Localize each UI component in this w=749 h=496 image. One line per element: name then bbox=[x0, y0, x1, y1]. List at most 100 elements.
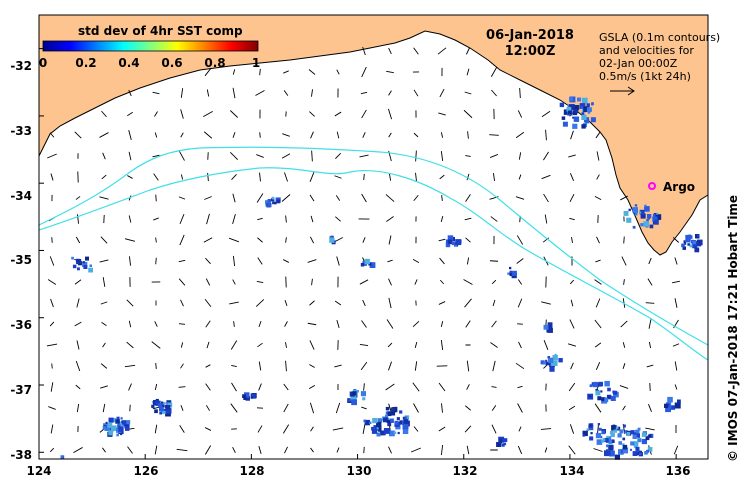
velocity-arrow bbox=[441, 403, 443, 413]
velocity-arrow bbox=[674, 298, 678, 308]
velocity-arrow bbox=[672, 237, 680, 243]
velocity-arrow bbox=[231, 174, 237, 180]
colorbar-tick: 0.8 bbox=[204, 56, 225, 70]
velocity-arrow bbox=[155, 194, 157, 202]
sst-pixel bbox=[445, 242, 451, 248]
velocity-arrow bbox=[413, 194, 419, 202]
sst-pixel bbox=[654, 220, 659, 225]
velocity-arrow bbox=[440, 150, 444, 162]
sst-pixel bbox=[85, 256, 89, 261]
velocity-arrow bbox=[439, 88, 445, 98]
sst-pixel bbox=[371, 428, 378, 434]
velocity-arrow bbox=[489, 134, 499, 136]
velocity-arrow bbox=[152, 154, 160, 158]
sst-pixel bbox=[271, 198, 275, 202]
velocity-arrow bbox=[387, 342, 393, 348]
velocity-arrow bbox=[568, 343, 576, 347]
velocity-arrow bbox=[206, 341, 210, 349]
velocity-arrow bbox=[437, 47, 447, 55]
sst-pixel bbox=[683, 242, 687, 245]
velocity-arrow bbox=[309, 300, 315, 306]
velocity-arrow bbox=[75, 384, 81, 390]
velocity-arrow bbox=[154, 383, 158, 391]
velocity-arrow bbox=[490, 342, 498, 348]
velocity-arrow bbox=[571, 237, 573, 243]
sst-pixel bbox=[623, 211, 629, 216]
sst-pixel bbox=[596, 439, 603, 445]
sst-pixel bbox=[108, 430, 114, 436]
velocity-arrow bbox=[388, 403, 392, 413]
velocity-arrow bbox=[282, 133, 290, 137]
velocity-arrow bbox=[310, 215, 314, 223]
velocity-arrow bbox=[310, 447, 314, 453]
sst-pixel bbox=[668, 405, 672, 409]
velocity-arrow bbox=[180, 342, 184, 348]
velocity-arrow bbox=[623, 279, 625, 285]
velocity-arrow bbox=[308, 384, 316, 390]
velocity-arrow bbox=[179, 234, 185, 246]
velocity-arrow bbox=[51, 363, 53, 369]
velocity-arrow bbox=[388, 47, 392, 55]
velocity-arrow bbox=[415, 150, 417, 162]
sst-pixel bbox=[586, 103, 590, 107]
velocity-arrow bbox=[517, 298, 523, 308]
velocity-arrow bbox=[388, 278, 392, 286]
velocity-arrow bbox=[283, 90, 289, 96]
velocity-arrow bbox=[232, 213, 236, 225]
velocity-arrow bbox=[152, 91, 160, 95]
sst-pixel bbox=[598, 427, 602, 431]
velocity-arrow bbox=[464, 298, 472, 308]
sst-pixel bbox=[655, 214, 662, 220]
velocity-arrow bbox=[206, 213, 210, 225]
velocity-arrow bbox=[203, 110, 213, 118]
velocity-arrow bbox=[204, 298, 212, 308]
sst-pixel bbox=[648, 434, 652, 438]
velocity-arrow bbox=[336, 256, 340, 266]
sst-pixel bbox=[391, 407, 395, 412]
sst-pixel bbox=[547, 356, 550, 359]
velocity-arrow bbox=[622, 363, 626, 369]
velocity-arrow bbox=[597, 423, 599, 435]
velocity-arrow bbox=[491, 89, 497, 97]
sst-pixel bbox=[572, 123, 578, 129]
velocity-arrow bbox=[388, 297, 392, 309]
sst-pixel bbox=[377, 418, 383, 423]
sst-pixel bbox=[543, 361, 546, 365]
velocity-arrow bbox=[517, 445, 523, 455]
velocity-arrow bbox=[466, 173, 470, 181]
sst-pixel bbox=[582, 430, 588, 437]
velocity-arrow bbox=[205, 383, 211, 391]
velocity-arrow bbox=[594, 403, 602, 413]
sst-pixel bbox=[606, 394, 612, 400]
velocity-arrow bbox=[388, 173, 392, 181]
sst-pixel bbox=[664, 403, 669, 408]
velocity-arrow bbox=[180, 299, 184, 307]
velocity-arrow bbox=[492, 360, 496, 372]
velocity-arrow bbox=[334, 300, 342, 306]
sst-pixel bbox=[385, 406, 390, 411]
sst-pixel bbox=[588, 425, 594, 431]
velocity-arrow bbox=[179, 425, 185, 433]
sst-pixel bbox=[60, 455, 63, 458]
sst-pixel bbox=[507, 272, 510, 275]
velocity-arrow bbox=[464, 217, 472, 221]
sst-pixel bbox=[645, 436, 650, 441]
argo-marker[interactable]: Argo bbox=[648, 180, 695, 194]
sst-pixel bbox=[667, 403, 670, 406]
velocity-arrow bbox=[284, 446, 288, 454]
velocity-arrow bbox=[102, 403, 106, 413]
velocity-arrow bbox=[568, 445, 576, 455]
sst-pixel bbox=[689, 244, 693, 248]
sst-pixel bbox=[389, 430, 395, 437]
sst-pixel bbox=[360, 263, 365, 267]
sst-pixel bbox=[385, 411, 388, 414]
sst-pixel bbox=[397, 431, 400, 435]
velocity-arrow bbox=[385, 194, 395, 202]
velocity-arrow bbox=[543, 193, 549, 203]
velocity-arrow bbox=[76, 403, 80, 413]
velocity-arrow bbox=[466, 68, 470, 76]
velocity-arrow bbox=[180, 363, 184, 369]
sst-pixel bbox=[117, 421, 124, 428]
velocity-arrow bbox=[124, 238, 136, 242]
sst-pixel bbox=[634, 212, 638, 216]
